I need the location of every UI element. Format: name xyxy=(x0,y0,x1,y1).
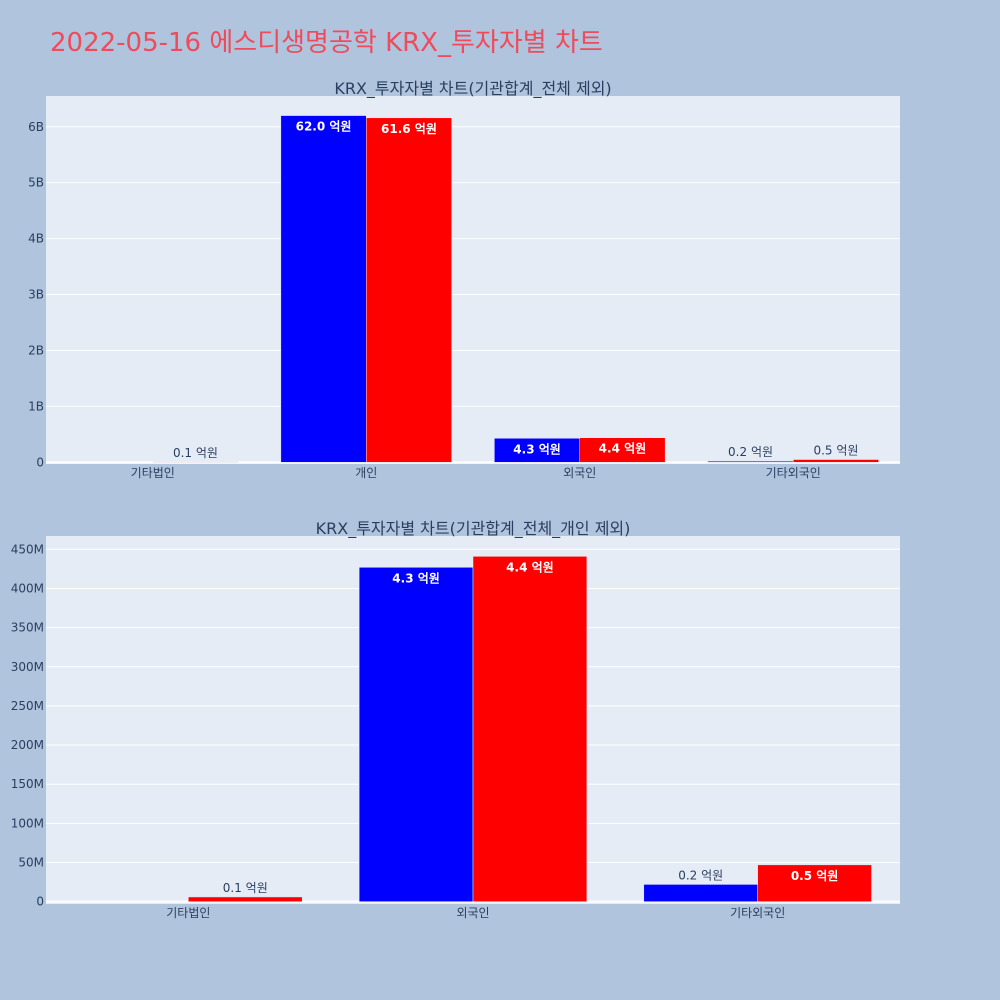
bar-series2 xyxy=(793,459,879,463)
x-tick-label: 외국인 xyxy=(456,906,489,920)
bar-series1 xyxy=(358,567,474,902)
data-label: 61.6 억원 xyxy=(381,122,437,136)
plot-area xyxy=(46,96,900,464)
y-tick-label: 350M xyxy=(11,621,44,635)
x-tick-label: 기타법인 xyxy=(166,906,210,920)
x-tick-label: 기타법인 xyxy=(131,466,175,480)
bar-series2 xyxy=(366,117,452,463)
data-label: 0.5 억원 xyxy=(791,869,839,883)
x-tick-label: 외국인 xyxy=(563,466,596,480)
page-title: 2022-05-16 에스디생명공학 KRX_투자자별 차트 xyxy=(50,28,603,58)
data-label: 0.2 억원 xyxy=(728,445,773,459)
bar-series1 xyxy=(280,115,367,463)
x-tick-label: 기타외국인 xyxy=(766,466,821,480)
y-tick-label: 1B xyxy=(28,399,44,413)
bar-series2 xyxy=(757,864,872,902)
y-tick-label: 2B xyxy=(28,343,44,357)
bar-series2 xyxy=(188,896,303,902)
data-label: 0.1 억원 xyxy=(223,881,268,895)
y-tick-label: 400M xyxy=(11,581,44,595)
data-label: 4.3 억원 xyxy=(513,442,561,456)
y-tick-label: 0 xyxy=(36,895,44,909)
chart-all-investors: KRX_투자자별 차트(기관합계_전체 제외) 0 1B 2B 3B 4B 5B 6B 기타법인… xyxy=(28,79,900,480)
data-label: 0.2 억원 xyxy=(678,868,723,882)
x-tick-label: 기타외국인 xyxy=(730,906,785,920)
y-tick-label: 300M xyxy=(11,660,44,674)
y-tick-label: 4B xyxy=(28,232,44,246)
data-label: 62.0 억원 xyxy=(296,120,352,134)
y-tick-label: 450M xyxy=(11,542,44,556)
y-tick-label: 200M xyxy=(11,738,44,752)
chart-title: KRX_투자자별 차트(기관합계_전체 제외) xyxy=(334,79,611,99)
data-label: 0.5 억원 xyxy=(813,444,858,458)
data-label: 0.1 억원 xyxy=(173,446,218,460)
y-tick-label: 250M xyxy=(11,699,44,713)
y-tick-label: 6B xyxy=(28,120,44,134)
bar-series1 xyxy=(707,460,794,463)
data-label: 4.4 억원 xyxy=(506,560,554,574)
y-tick-label: 100M xyxy=(11,816,44,830)
y-tick-label: 150M xyxy=(11,777,44,791)
chart-excluding-individual: KRX_투자자별 차트(기관합계_전체_개인 제외) 0 50M 100M 150M 20… xyxy=(11,519,900,920)
x-tick-label: 개인 xyxy=(355,466,377,480)
bar-series1 xyxy=(643,884,758,902)
y-tick-label: 3B xyxy=(28,288,44,302)
bar-series2 xyxy=(152,461,239,463)
data-label: 4.3 억원 xyxy=(392,571,440,585)
y-tick-label: 0 xyxy=(36,455,44,469)
data-label: 4.4 억원 xyxy=(599,442,647,456)
bar-series2 xyxy=(472,556,588,902)
y-tick-label: 50M xyxy=(18,856,44,870)
y-tick-label: 5B xyxy=(28,176,44,190)
chart-title: KRX_투자자별 차트(기관합계_전체_개인 제외) xyxy=(316,519,631,539)
bar-series2 xyxy=(579,437,666,463)
